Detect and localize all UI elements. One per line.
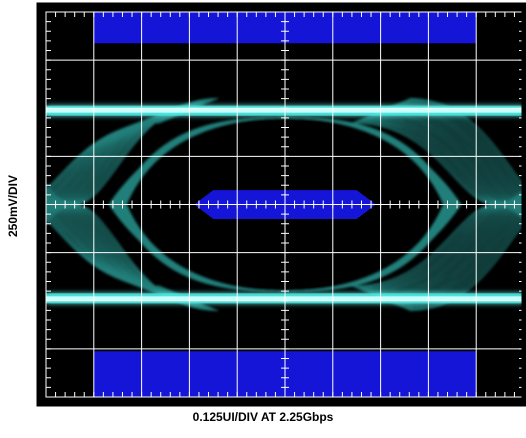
trace-rising-edge xyxy=(46,122,161,191)
trace-falling-edge xyxy=(392,104,524,202)
trace-rising-edge xyxy=(46,110,189,205)
trace-rising-edge xyxy=(46,111,186,205)
trace-falling-edge xyxy=(390,106,524,203)
trace-falling-edge xyxy=(409,98,524,187)
trace-falling-edge xyxy=(46,208,175,293)
trace-rising-edge xyxy=(395,209,524,306)
trace-rising-edge xyxy=(46,118,169,197)
trace-falling-edge xyxy=(46,214,167,290)
trace-rising-edge xyxy=(392,207,524,305)
trace-falling-edge xyxy=(46,207,178,294)
scope-frame xyxy=(36,2,526,407)
trace-rising-edge xyxy=(406,219,524,310)
trace-rising-edge xyxy=(409,222,524,311)
trace-rising-edge xyxy=(403,216,524,309)
trace-falling-edge xyxy=(387,107,524,204)
trace-falling-edge xyxy=(401,101,524,196)
trace-rising-edge xyxy=(401,213,524,308)
trace-rising-edge xyxy=(46,120,164,193)
trace-falling-edge xyxy=(46,212,169,291)
trace-falling-edge xyxy=(384,108,524,205)
trace-rising-edge xyxy=(46,117,172,199)
trace-rising-edge xyxy=(46,119,167,195)
trace-rising-edge xyxy=(384,204,524,301)
x-axis-label: 0.125UI/DIV AT 2.25Gbps xyxy=(192,410,334,424)
trace-rising-edge xyxy=(46,115,178,202)
trace-falling-edge xyxy=(381,109,524,205)
trace-rising-edge xyxy=(46,114,180,204)
trace-rising-edge xyxy=(387,205,524,302)
trace-rising-edge xyxy=(381,204,524,300)
y-axis-label: 250mV/DIV xyxy=(6,174,20,238)
trace-rising-edge xyxy=(398,211,524,307)
trace-rising-edge xyxy=(46,116,175,201)
trace-falling-edge xyxy=(403,100,524,193)
trace-falling-edge xyxy=(395,103,524,200)
trace-rising-edge xyxy=(390,206,524,303)
trace-falling-edge xyxy=(46,218,161,287)
trace-falling-edge xyxy=(398,102,524,198)
trace-falling-edge xyxy=(46,216,164,289)
trace-falling-edge xyxy=(46,204,186,298)
trace-falling-edge xyxy=(46,210,172,292)
trace-falling-edge xyxy=(46,205,180,295)
trace-rising-edge xyxy=(46,112,183,205)
trace-falling-edge xyxy=(406,99,524,190)
trace-falling-edge xyxy=(46,204,183,297)
trace-falling-edge xyxy=(46,204,189,299)
